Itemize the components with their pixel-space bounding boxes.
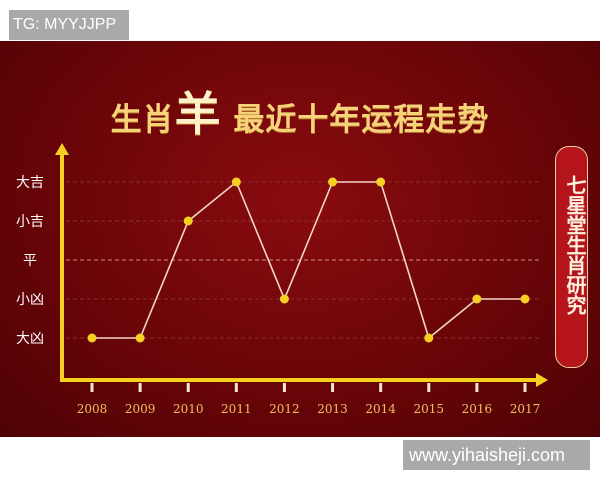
data-point — [279, 294, 289, 304]
data-point — [472, 294, 482, 304]
x-tick-label: 2012 — [269, 402, 300, 416]
series-line — [92, 180, 525, 340]
data-point — [231, 177, 241, 187]
x-tick-label: 2008 — [77, 402, 108, 416]
chart-title: 生肖羊 最近十年运程走势 — [0, 78, 600, 144]
x-tick-label: 2013 — [317, 402, 348, 416]
data-point — [183, 216, 193, 226]
y-tick-label: 大吉 — [16, 175, 44, 191]
side-badge: 七星堂生肖研究 — [555, 146, 588, 368]
y-tick-label: 小凶 — [16, 292, 44, 308]
data-point — [87, 333, 97, 343]
chart-panel — [0, 41, 600, 437]
side-badge-text: 七星堂生肖研究 — [563, 175, 587, 315]
x-axis-arrow — [536, 373, 548, 387]
watermark-bottom: www.yihaisheji.com — [403, 440, 590, 470]
x-tick-label: 2011 — [221, 402, 252, 416]
y-tick-label: 平 — [23, 253, 37, 269]
watermark-top: TG: MYYJJPP — [9, 10, 129, 40]
x-tick-label: 2010 — [173, 402, 204, 416]
x-tick-label: 2014 — [365, 402, 396, 416]
x-tick-label: 2015 — [414, 402, 445, 416]
data-point — [328, 177, 338, 187]
title-part-2: 最近十年运程走势 — [233, 102, 490, 138]
x-tick-label: 2009 — [125, 402, 156, 416]
x-tick-label: 2016 — [462, 402, 493, 416]
y-tick-label: 小吉 — [16, 214, 44, 230]
data-point — [424, 333, 434, 343]
title-part-1: 生肖 — [110, 102, 175, 138]
y-axis-arrow — [55, 143, 69, 155]
y-tick-label: 大凶 — [16, 331, 44, 347]
x-tick-label: 2017 — [510, 402, 541, 416]
data-point — [376, 177, 386, 187]
title-zodiac: 羊 — [174, 87, 222, 141]
data-point — [135, 333, 145, 343]
data-point — [520, 294, 530, 304]
